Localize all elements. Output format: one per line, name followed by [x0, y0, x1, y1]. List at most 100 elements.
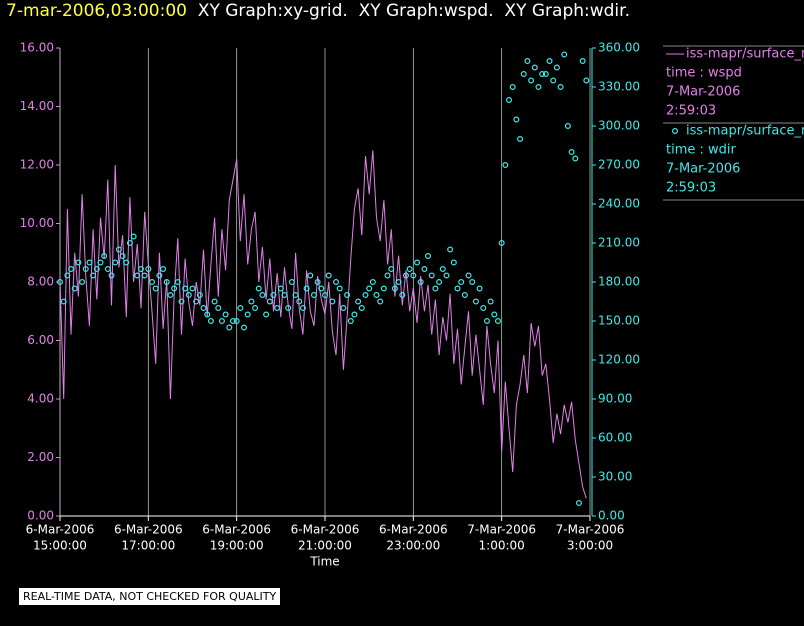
data-point: [336, 285, 343, 292]
data-point: [465, 272, 472, 279]
data-point: [344, 292, 351, 299]
data-point: [222, 311, 229, 318]
y2-tick-label: 90.00: [598, 392, 632, 406]
data-point: [130, 233, 137, 240]
data-point: [108, 272, 115, 279]
data-point: [60, 298, 67, 305]
data-point: [575, 500, 582, 507]
data-point: [384, 272, 391, 279]
legend-detail: time : wspd: [666, 66, 742, 81]
data-point: [318, 285, 325, 292]
data-point: [476, 285, 483, 292]
data-point: [377, 298, 384, 305]
data-point: [263, 311, 270, 318]
y-tick-label: 10.00: [20, 216, 54, 230]
data-point: [524, 57, 531, 64]
data-point: [112, 259, 119, 266]
y2-tick-label: 150.00: [598, 314, 640, 328]
data-point: [329, 298, 336, 305]
data-point: [200, 305, 207, 312]
data-point: [141, 272, 148, 279]
data-point: [137, 266, 144, 273]
data-point: [491, 311, 498, 318]
data-point: [450, 259, 457, 266]
x-tick-label: 15:00:00: [33, 539, 87, 553]
data-point: [325, 272, 332, 279]
y2-tick-label: 180.00: [598, 275, 640, 289]
data-point: [149, 279, 156, 286]
data-point: [123, 259, 130, 266]
x-tick-label: 3:00:00: [567, 539, 613, 553]
data-point: [487, 298, 494, 305]
data-point: [564, 122, 571, 129]
x-tick-label: 19:00:00: [210, 539, 264, 553]
data-point: [347, 318, 354, 325]
data-point: [351, 311, 358, 318]
y2-tick-label: 240.00: [598, 197, 640, 211]
x-axis-label: Time: [309, 555, 339, 569]
data-point: [229, 318, 236, 325]
data-point: [104, 266, 111, 273]
data-point: [266, 298, 273, 305]
data-point: [174, 279, 181, 286]
y-tick-label: 12.00: [20, 158, 54, 172]
data-point: [388, 266, 395, 273]
data-point: [414, 259, 421, 266]
data-point: [193, 298, 200, 305]
chart-title: XY Graph:xy-grid. XY Graph:wspd. XY Grap…: [197, 1, 630, 21]
y2-tick-label: 210.00: [598, 236, 640, 250]
data-point: [93, 266, 100, 273]
data-point: [439, 266, 446, 273]
footer-note: REAL-TIME DATA, NOT CHECKED FOR QUALITY: [19, 588, 281, 605]
data-point: [86, 259, 93, 266]
data-point: [211, 298, 218, 305]
data-point: [314, 279, 321, 286]
data-point: [447, 246, 454, 253]
y-tick-label: 14.00: [20, 99, 54, 113]
data-point: [550, 77, 557, 84]
y-tick-label: 8.00: [27, 275, 54, 289]
data-point: [322, 292, 329, 299]
x-tick-label: 7-Mar-2006: [467, 523, 536, 537]
data-point: [171, 285, 178, 292]
data-point: [134, 272, 141, 279]
title-time: 7-mar-2006,03:00:00: [6, 1, 187, 21]
data-point: [82, 266, 89, 273]
data-point: [259, 292, 266, 299]
y2-tick-label: 360.00: [598, 41, 640, 55]
data-point: [71, 285, 78, 292]
data-point: [355, 298, 362, 305]
legend-entry: iss-mapr/surface_m: [686, 124, 804, 139]
data-point: [410, 272, 417, 279]
legend-detail: 2:59:03: [666, 181, 716, 196]
x-tick-label: 6-Mar-2006: [291, 523, 360, 537]
data-point: [252, 305, 259, 312]
data-point: [502, 162, 509, 169]
y2-tick-label: 330.00: [598, 80, 640, 94]
y-tick-label: 4.00: [27, 392, 54, 406]
data-point: [119, 253, 126, 260]
data-point: [115, 246, 122, 253]
data-point: [535, 83, 542, 90]
legend-detail: time : wdir: [666, 143, 737, 158]
data-point: [509, 83, 516, 90]
legend-detail: 7-Mar-2006: [666, 162, 740, 177]
data-point: [204, 311, 211, 318]
data-point: [56, 279, 63, 286]
data-point: [244, 311, 251, 318]
data-point: [358, 305, 365, 312]
data-point: [101, 253, 108, 260]
data-point: [391, 285, 398, 292]
data-point: [207, 318, 214, 325]
data-point: [248, 298, 255, 305]
data-point: [292, 292, 299, 299]
data-point: [64, 272, 71, 279]
legend-detail: 2:59:03: [666, 104, 716, 119]
data-point: [483, 318, 490, 325]
x-tick-label: 6-Mar-2006: [202, 523, 271, 537]
data-point: [568, 149, 575, 156]
data-point: [90, 272, 97, 279]
x-tick-label: 23:00:00: [386, 539, 440, 553]
x-tick-label: 7-Mar-2006: [556, 523, 625, 537]
